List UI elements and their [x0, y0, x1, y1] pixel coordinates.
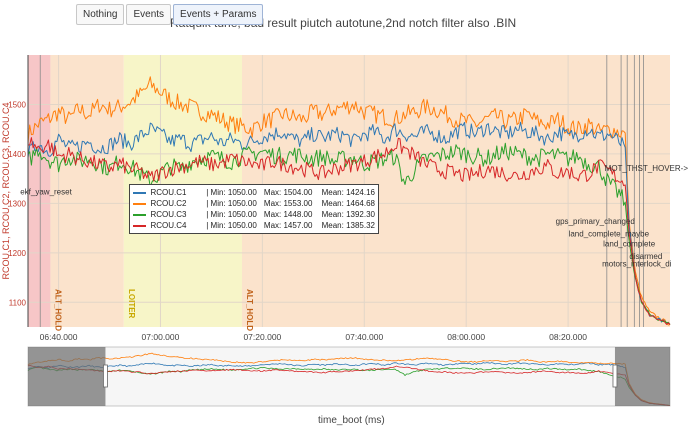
mode-label: ALT_HOLD — [245, 289, 254, 331]
x-tick-label: 06:40.000 — [40, 332, 78, 342]
legend-max: 1457.00 — [283, 221, 313, 230]
range-handle-right[interactable] — [612, 364, 618, 388]
legend-min: 1050.00 — [227, 210, 257, 219]
range-series-c2 — [27, 352, 671, 406]
legend-mean: 1464.68 — [346, 199, 375, 208]
legend-swatch-c1 — [133, 191, 147, 194]
legend-name: RCOU.C2 — [150, 199, 187, 208]
series-line-c1[interactable] — [27, 121, 671, 325]
events-button[interactable]: Events — [126, 4, 172, 25]
mode-band — [50, 55, 124, 327]
y-tick-label: 1100 — [9, 298, 27, 307]
legend-mean: 1385.32 — [346, 221, 375, 230]
legend-max: 1504.00 — [283, 188, 313, 197]
range-mask-right — [614, 347, 670, 406]
legend-min: 1050.00 — [227, 199, 257, 208]
legend-max: 1553.00 — [283, 199, 313, 208]
legend-swatch-c4 — [133, 224, 147, 227]
mode-label: ALT_HOLD — [53, 289, 62, 331]
x-tick-label: 08:00.000 — [447, 332, 485, 342]
y-tick-label: 1400 — [8, 150, 26, 159]
x-tick-label: 07:20.000 — [243, 332, 281, 342]
legend-min: 1050.00 — [227, 221, 257, 230]
event-toolbar: Nothing Events Events + Params — [76, 4, 264, 25]
legend-min: 1050.00 — [227, 188, 257, 197]
y-tick-label: 1500 — [8, 100, 26, 109]
event-label: ekf_yaw_reset — [20, 187, 72, 196]
x-tick-label: 07:00.000 — [142, 332, 180, 342]
x-axis-label: time_boot (ms) — [318, 415, 385, 426]
y-tick-label: 1200 — [8, 249, 26, 258]
range-series-c4 — [27, 364, 671, 406]
legend-item-c2[interactable]: RCOU.C2 | Min: 1050.00 Max: 1553.00 Mean… — [133, 198, 375, 209]
legend-mean: 1392.30 — [346, 210, 375, 219]
nothing-button[interactable]: Nothing — [76, 4, 125, 25]
events-params-button[interactable]: Events + Params — [173, 4, 264, 25]
legend-swatch-c3 — [133, 213, 147, 216]
x-tick-label: 08:20.000 — [549, 332, 587, 342]
legend-max: 1448.00 — [283, 210, 313, 219]
event-label: land_complete_maybe — [569, 229, 650, 238]
event-label: disarmed — [629, 252, 662, 261]
series-line-c3[interactable] — [27, 142, 671, 325]
legend-item-c4[interactable]: RCOU.C4 | Min: 1050.00 Max: 1457.00 Mean… — [133, 220, 375, 231]
x-tick-label: 07:40.000 — [345, 332, 383, 342]
range-slider[interactable] — [27, 346, 671, 407]
y-axis-title: RCOU.C1, RCOU.C2, RCOU.C3, RCOU.C4 — [1, 102, 11, 279]
event-label: MOT_THST_HOVER-> — [605, 164, 689, 173]
range-series-c1 — [27, 362, 671, 406]
event-label: gps_primary_changed — [556, 217, 635, 226]
legend-swatch-c2 — [133, 202, 147, 205]
event-label: land_complete — [603, 239, 656, 248]
legend-name: RCOU.C4 — [150, 221, 187, 230]
chart-legend: RCOU.C1 | Min: 1050.00 Max: 1504.00 Mean… — [129, 184, 379, 234]
y-tick-label: 1300 — [8, 199, 26, 208]
legend-item-c1[interactable]: RCOU.C1 | Min: 1050.00 Max: 1504.00 Mean… — [133, 187, 375, 198]
mode-band — [28, 55, 51, 327]
legend-mean: 1424.16 — [346, 188, 375, 197]
mode-label: LOITER — [127, 289, 136, 319]
legend-name: RCOU.C1 — [150, 188, 187, 197]
range-handle-left[interactable] — [103, 364, 108, 388]
range-mask-left — [28, 347, 106, 406]
event-label: motors_interlock_di — [602, 260, 672, 269]
series-line-c4[interactable] — [27, 137, 671, 325]
legend-item-c3[interactable]: RCOU.C3 | Min: 1050.00 Max: 1448.00 Mean… — [133, 209, 375, 220]
legend-name: RCOU.C3 — [150, 210, 187, 219]
